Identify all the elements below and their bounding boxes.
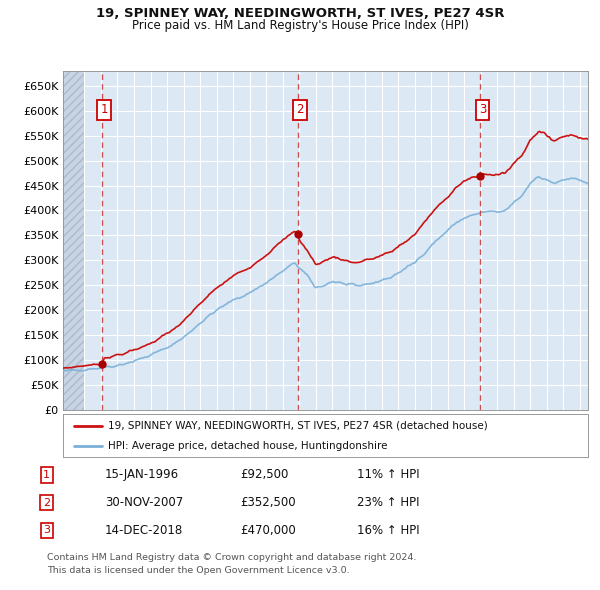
Text: 3: 3 — [43, 526, 50, 535]
Text: Contains HM Land Registry data © Crown copyright and database right 2024.: Contains HM Land Registry data © Crown c… — [47, 553, 416, 562]
Text: 1: 1 — [100, 103, 108, 116]
Text: 2: 2 — [43, 498, 50, 507]
Text: 1: 1 — [43, 470, 50, 480]
Bar — [63, 71, 83, 410]
Text: HPI: Average price, detached house, Huntingdonshire: HPI: Average price, detached house, Hunt… — [107, 441, 387, 451]
Text: 19, SPINNEY WAY, NEEDINGWORTH, ST IVES, PE27 4SR: 19, SPINNEY WAY, NEEDINGWORTH, ST IVES, … — [96, 7, 504, 20]
Text: This data is licensed under the Open Government Licence v3.0.: This data is licensed under the Open Gov… — [47, 566, 349, 575]
Text: 2: 2 — [296, 103, 304, 116]
Text: £470,000: £470,000 — [240, 524, 296, 537]
Text: 19, SPINNEY WAY, NEEDINGWORTH, ST IVES, PE27 4SR (detached house): 19, SPINNEY WAY, NEEDINGWORTH, ST IVES, … — [107, 421, 487, 431]
Text: 23% ↑ HPI: 23% ↑ HPI — [357, 496, 419, 509]
Text: 3: 3 — [479, 103, 486, 116]
Text: 11% ↑ HPI: 11% ↑ HPI — [357, 468, 419, 481]
Text: 15-JAN-1996: 15-JAN-1996 — [105, 468, 179, 481]
Text: Price paid vs. HM Land Registry's House Price Index (HPI): Price paid vs. HM Land Registry's House … — [131, 19, 469, 32]
Text: 16% ↑ HPI: 16% ↑ HPI — [357, 524, 419, 537]
Text: 14-DEC-2018: 14-DEC-2018 — [105, 524, 183, 537]
Text: £92,500: £92,500 — [240, 468, 289, 481]
Text: £352,500: £352,500 — [240, 496, 296, 509]
Text: 30-NOV-2007: 30-NOV-2007 — [105, 496, 183, 509]
